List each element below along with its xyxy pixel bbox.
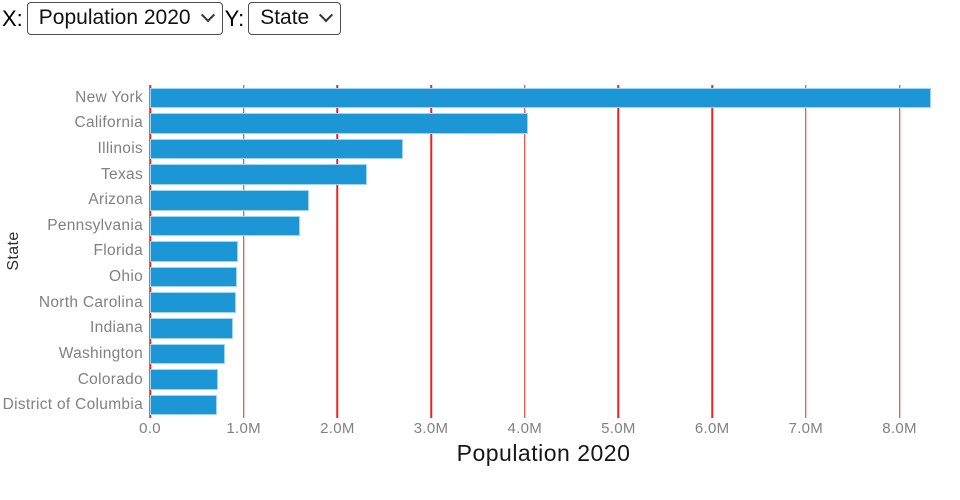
bar-track	[150, 290, 937, 316]
bar[interactable]	[150, 292, 237, 313]
x-axis-select[interactable]: Population 2020	[26, 2, 223, 35]
category-label: North Carolina	[38, 293, 143, 311]
y-axis-select[interactable]: State	[248, 2, 342, 35]
category-label: New York	[75, 88, 143, 106]
bar-track	[150, 162, 937, 188]
bar[interactable]	[150, 241, 239, 262]
y-axis-selector-label: Y:	[224, 5, 245, 31]
bar[interactable]	[150, 266, 238, 288]
bar-track	[150, 111, 937, 137]
bar-row: New York	[0, 85, 937, 111]
x-tick-label: 8.0M	[882, 420, 917, 437]
bar-track	[150, 315, 937, 341]
x-tick-label: 2.0M	[320, 420, 355, 437]
bar[interactable]	[150, 164, 368, 185]
gridline	[524, 85, 526, 418]
bar-row: Texas	[0, 162, 937, 188]
bar[interactable]	[150, 189, 310, 211]
bar-track	[150, 367, 937, 393]
bar[interactable]	[150, 343, 225, 365]
gridline	[336, 85, 339, 418]
bar-row: Pennsylvania	[0, 213, 937, 239]
gridline	[242, 85, 245, 418]
x-tick-label: 4.0M	[507, 420, 543, 437]
category-label: Texas	[101, 165, 143, 183]
bar-track	[150, 264, 937, 290]
bar-track	[150, 187, 937, 213]
bar-row: Ohio	[0, 264, 937, 290]
gridline	[898, 85, 901, 418]
gridline	[617, 85, 620, 418]
category-label: Arizona	[88, 191, 143, 209]
bar-row: Illinois	[0, 136, 937, 162]
x-tick-label: 5.0M	[601, 420, 636, 437]
bar[interactable]	[150, 369, 219, 390]
category-label: Ohio	[109, 268, 143, 286]
category-label: Washington	[58, 344, 143, 362]
bar-track	[150, 392, 937, 418]
category-label: Illinois	[97, 140, 143, 158]
bar-track	[150, 239, 937, 265]
bar[interactable]	[150, 317, 234, 339]
category-label: California	[74, 114, 143, 132]
x-axis-selector-label: X:	[2, 5, 23, 31]
bar-track	[150, 136, 937, 162]
bar[interactable]	[150, 394, 218, 416]
bar-row: Indiana	[0, 315, 937, 341]
category-label: Indiana	[90, 319, 143, 337]
x-tick-label: 7.0M	[788, 420, 824, 437]
gridline	[430, 85, 432, 418]
category-label: Colorado	[77, 370, 143, 388]
category-label: Pennsylvania	[47, 216, 143, 234]
bar-track	[150, 341, 937, 367]
x-axis-select-value: Population 2020	[38, 6, 191, 29]
x-tick-label: 3.0M	[413, 420, 449, 437]
x-axis-title: Population 2020	[456, 440, 631, 466]
x-tick-label: 0.0	[139, 420, 161, 437]
bar-track	[150, 85, 937, 111]
category-label: Florida	[93, 242, 143, 260]
x-tick-label: 1.0M	[226, 420, 261, 437]
x-tick-label: 6.0M	[694, 420, 730, 437]
bar[interactable]	[150, 87, 932, 109]
category-label: District of Columbia	[2, 396, 143, 414]
bar[interactable]	[150, 113, 528, 134]
bar-track	[150, 213, 937, 239]
bar-row: California	[0, 111, 937, 137]
bar-row: District of Columbia	[0, 392, 937, 418]
bar-row: North Carolina	[0, 290, 937, 316]
axis-controls: X: Population 2020 Y: State	[2, 2, 343, 35]
gridline	[711, 85, 713, 418]
bar-row: Washington	[0, 341, 937, 367]
bar-row: Colorado	[0, 367, 937, 393]
bar[interactable]	[150, 138, 403, 160]
bar-rows: New York California Illinois Texas Arizona Pe…	[0, 85, 937, 418]
gridline	[805, 85, 807, 418]
x-axis-ticks: 0.0 1.0M 2.0M 3.0M 4.0M 5.0M 6.0M 7.0M 8.0M	[139, 418, 937, 440]
bar-row: Florida	[0, 239, 937, 265]
bar-row: Arizona	[0, 187, 937, 213]
bar[interactable]	[150, 215, 300, 237]
y-axis-select-value: State	[260, 6, 310, 29]
